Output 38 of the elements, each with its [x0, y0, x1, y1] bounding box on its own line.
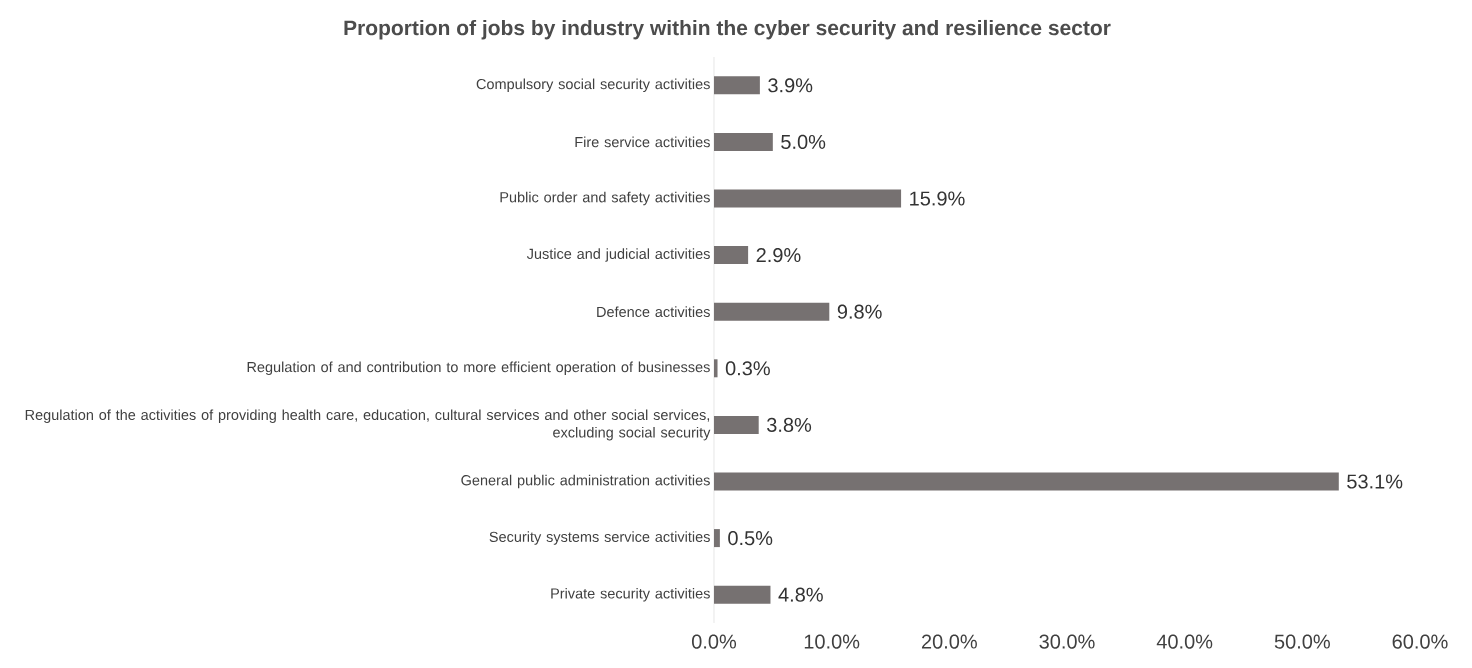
y-tick-label: Regulation of and contribution to more efficient operation of businesses	[247, 361, 710, 376]
y-tick-label: Private security activities	[551, 587, 710, 602]
y-tick-label: Fire service activities	[575, 136, 710, 148]
data-label: 9.8%	[837, 304, 882, 319]
data-label: 4.8%	[778, 587, 823, 602]
data-label: 3.8%	[767, 417, 812, 432]
y-tick-label: Justice and judicial activities	[526, 248, 710, 262]
x-tick-label: 40.0%	[1156, 634, 1213, 649]
bar	[713, 189, 902, 208]
x-tick-label: 20.0%	[921, 634, 977, 649]
data-label: 2.9%	[756, 248, 801, 263]
bar	[713, 246, 749, 265]
bar	[713, 132, 773, 151]
x-tick-label: 30.0%	[1039, 634, 1095, 649]
data-label: 15.9%	[910, 191, 965, 206]
x-tick-label: 60.0%	[1392, 634, 1448, 649]
data-label: 5.0%	[781, 134, 826, 149]
y-tick-label: Regulation of the activities of providing health care, education, cultural services and other social services, excluding social security	[25, 409, 711, 441]
x-tick-label: 0.0%	[691, 634, 737, 649]
y-tick-label: Defence activities	[597, 306, 710, 318]
y-tick-label: Public order and safety activities	[500, 191, 710, 206]
bar	[713, 302, 830, 321]
y-tick-label: General public administration activities	[461, 474, 710, 489]
bar	[713, 472, 1339, 491]
y-tick-label: Compulsory social security activities	[476, 78, 710, 93]
x-tick-label: 50.0%	[1274, 634, 1330, 649]
data-label: 0.3%	[725, 361, 770, 376]
bar	[713, 359, 718, 378]
bar	[713, 585, 771, 604]
bar	[713, 415, 759, 434]
data-label: 53.1%	[1347, 474, 1403, 489]
data-label: 3.9%	[768, 78, 813, 93]
chart-title: Proportion of jobs by industry within the cyber security and resilience sector	[344, 19, 1111, 40]
bar	[713, 76, 760, 95]
data-label: 0.5%	[728, 531, 773, 546]
y-tick-label: Security systems service activities	[489, 531, 710, 545]
bar	[713, 529, 720, 548]
x-tick-label: 10.0%	[804, 634, 860, 649]
